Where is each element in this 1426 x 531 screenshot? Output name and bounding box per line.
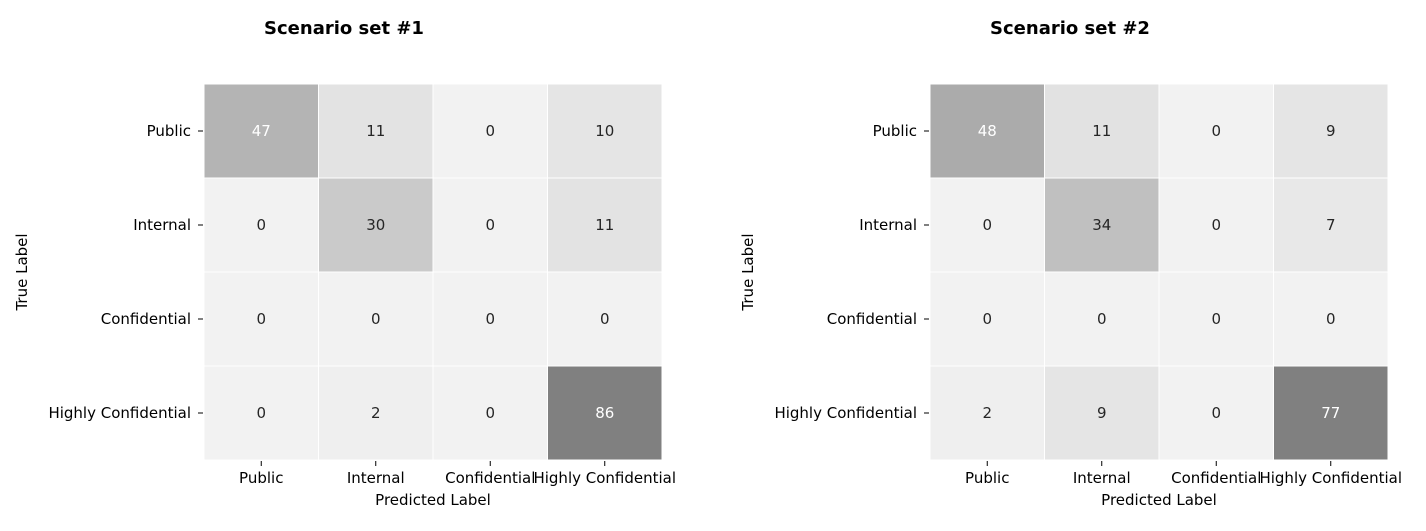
heatmap-cell bbox=[1044, 365, 1160, 461]
cell-value-label: 2 bbox=[982, 404, 992, 422]
cell-value-label: 0 bbox=[256, 404, 266, 422]
heatmap-cell bbox=[1273, 365, 1389, 461]
x-tick-label: Public bbox=[965, 469, 1009, 487]
cell-value-label: 0 bbox=[485, 310, 495, 328]
y-axis-label: True Label bbox=[13, 233, 31, 311]
cell-value-label: 11 bbox=[366, 122, 385, 140]
confusion-matrix-panel-2: Scenario set #2 48 11 0 9 0 34 0 7 0 0 0 0 2 9 0 77 Publi… bbox=[739, 18, 1402, 509]
heatmap-cell bbox=[929, 365, 1045, 461]
cell-value-label: 0 bbox=[1211, 122, 1221, 140]
y-tick-label: Confidential bbox=[101, 310, 191, 328]
cell-value-label: 0 bbox=[1097, 310, 1107, 328]
cell-value-label: 0 bbox=[485, 122, 495, 140]
cell-value-label: 0 bbox=[485, 404, 495, 422]
heatmap-cell bbox=[203, 365, 319, 461]
cell-value-label: 0 bbox=[485, 216, 495, 234]
cell-value-label: 48 bbox=[978, 122, 997, 140]
y-tick-label: Internal bbox=[859, 216, 917, 234]
x-axis-label: Predicted Label bbox=[1101, 491, 1217, 509]
heatmap-cell bbox=[432, 83, 548, 179]
heatmap-cell bbox=[547, 365, 663, 461]
cell-value-label: 9 bbox=[1326, 122, 1336, 140]
heatmap-cell bbox=[318, 365, 434, 461]
cell-value-label: 7 bbox=[1326, 216, 1336, 234]
heatmap-cell bbox=[318, 83, 434, 179]
cell-value-label: 0 bbox=[1211, 310, 1221, 328]
heatmap-cell bbox=[1044, 271, 1160, 367]
cell-value-label: 11 bbox=[1092, 122, 1111, 140]
heatmap-cell bbox=[318, 177, 434, 273]
y-tick-label: Internal bbox=[133, 216, 191, 234]
heatmap-cell bbox=[1158, 177, 1274, 273]
heatmap-cell bbox=[1044, 83, 1160, 179]
cell-value-label: 11 bbox=[595, 216, 614, 234]
cell-value-label: 10 bbox=[595, 122, 614, 140]
cell-value-label: 9 bbox=[1097, 404, 1107, 422]
x-tick-label: Highly Confidential bbox=[1259, 469, 1402, 487]
cell-value-label: 0 bbox=[600, 310, 610, 328]
y-tick-label: Highly Confidential bbox=[774, 404, 917, 422]
heatmap-cell bbox=[1158, 271, 1274, 367]
cell-value-label: 30 bbox=[366, 216, 385, 234]
y-tick-label: Confidential bbox=[827, 310, 917, 328]
chart-title: Scenario set #2 bbox=[990, 18, 1150, 39]
heatmap-cell bbox=[432, 365, 548, 461]
heatmap-cell bbox=[1158, 365, 1274, 461]
cell-value-label: 34 bbox=[1092, 216, 1111, 234]
y-tick-label: Public bbox=[873, 122, 917, 140]
heatmap-cell bbox=[929, 177, 1045, 273]
x-tick-label: Internal bbox=[347, 469, 405, 487]
cell-value-label: 0 bbox=[982, 216, 992, 234]
x-tick-label: Confidential bbox=[445, 469, 535, 487]
cell-value-label: 86 bbox=[595, 404, 614, 422]
cell-value-label: 0 bbox=[1211, 404, 1221, 422]
x-tick-label: Confidential bbox=[1171, 469, 1261, 487]
heatmap-cell bbox=[203, 177, 319, 273]
y-axis-label: True Label bbox=[739, 233, 757, 311]
heatmap-cell bbox=[1273, 83, 1389, 179]
confusion-matrix-panel-1: Scenario set #1 47 11 0 10 0 30 0 11 0 0 0 0 0 2 0 86 Pub… bbox=[13, 18, 676, 509]
x-tick-label: Public bbox=[239, 469, 283, 487]
cell-value-label: 0 bbox=[371, 310, 381, 328]
heatmap-cell bbox=[929, 83, 1045, 179]
cell-value-label: 47 bbox=[252, 122, 271, 140]
heatmap-cell bbox=[203, 83, 319, 179]
cell-value-label: 0 bbox=[256, 216, 266, 234]
heatmap-cell bbox=[1273, 177, 1389, 273]
chart-title: Scenario set #1 bbox=[264, 18, 424, 39]
cell-value-label: 2 bbox=[371, 404, 381, 422]
heatmap-cell bbox=[318, 271, 434, 367]
cell-value-label: 0 bbox=[256, 310, 266, 328]
x-tick-label: Internal bbox=[1073, 469, 1131, 487]
cell-value-label: 0 bbox=[1211, 216, 1221, 234]
x-axis-label: Predicted Label bbox=[375, 491, 491, 509]
y-tick-label: Public bbox=[147, 122, 191, 140]
cell-value-label: 0 bbox=[982, 310, 992, 328]
heatmap-cell bbox=[547, 177, 663, 273]
heatmap-cell bbox=[547, 271, 663, 367]
cell-value-label: 77 bbox=[1321, 404, 1340, 422]
x-tick-label: Highly Confidential bbox=[533, 469, 676, 487]
heatmap-cell bbox=[1158, 83, 1274, 179]
cell-value-label: 0 bbox=[1326, 310, 1336, 328]
heatmap-cell bbox=[929, 271, 1045, 367]
heatmap-cell bbox=[547, 83, 663, 179]
y-tick-label: Highly Confidential bbox=[48, 404, 191, 422]
